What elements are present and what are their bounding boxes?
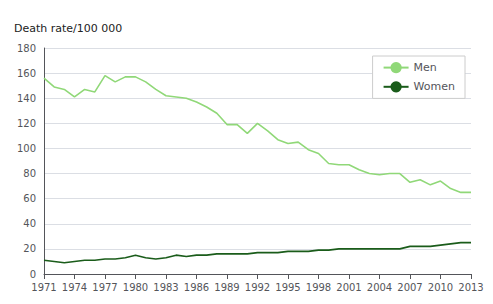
svg-text:20: 20 bbox=[23, 243, 36, 254]
svg-text:1977: 1977 bbox=[92, 282, 117, 293]
svg-text:Women: Women bbox=[414, 80, 455, 93]
svg-text:Men: Men bbox=[414, 61, 437, 74]
svg-text:1992: 1992 bbox=[245, 282, 270, 293]
svg-text:100: 100 bbox=[17, 143, 36, 154]
svg-text:60: 60 bbox=[23, 193, 36, 204]
svg-text:1980: 1980 bbox=[123, 282, 148, 293]
svg-text:1989: 1989 bbox=[214, 282, 239, 293]
svg-text:180: 180 bbox=[17, 43, 36, 54]
svg-text:1971: 1971 bbox=[31, 282, 56, 293]
svg-text:2001: 2001 bbox=[336, 282, 361, 293]
svg-text:2010: 2010 bbox=[428, 282, 453, 293]
svg-text:2004: 2004 bbox=[367, 282, 392, 293]
svg-text:0: 0 bbox=[30, 269, 36, 280]
svg-text:Death rate/100 000: Death rate/100 000 bbox=[14, 22, 122, 35]
svg-text:140: 140 bbox=[17, 93, 36, 104]
svg-text:80: 80 bbox=[23, 168, 36, 179]
svg-text:2007: 2007 bbox=[397, 282, 422, 293]
svg-text:160: 160 bbox=[17, 68, 36, 79]
svg-text:1986: 1986 bbox=[184, 282, 209, 293]
svg-text:40: 40 bbox=[23, 218, 36, 229]
svg-text:120: 120 bbox=[17, 118, 36, 129]
svg-text:1974: 1974 bbox=[62, 282, 87, 293]
svg-text:2013: 2013 bbox=[458, 282, 483, 293]
svg-text:1983: 1983 bbox=[153, 282, 178, 293]
svg-text:1995: 1995 bbox=[275, 282, 300, 293]
svg-text:1998: 1998 bbox=[306, 282, 331, 293]
